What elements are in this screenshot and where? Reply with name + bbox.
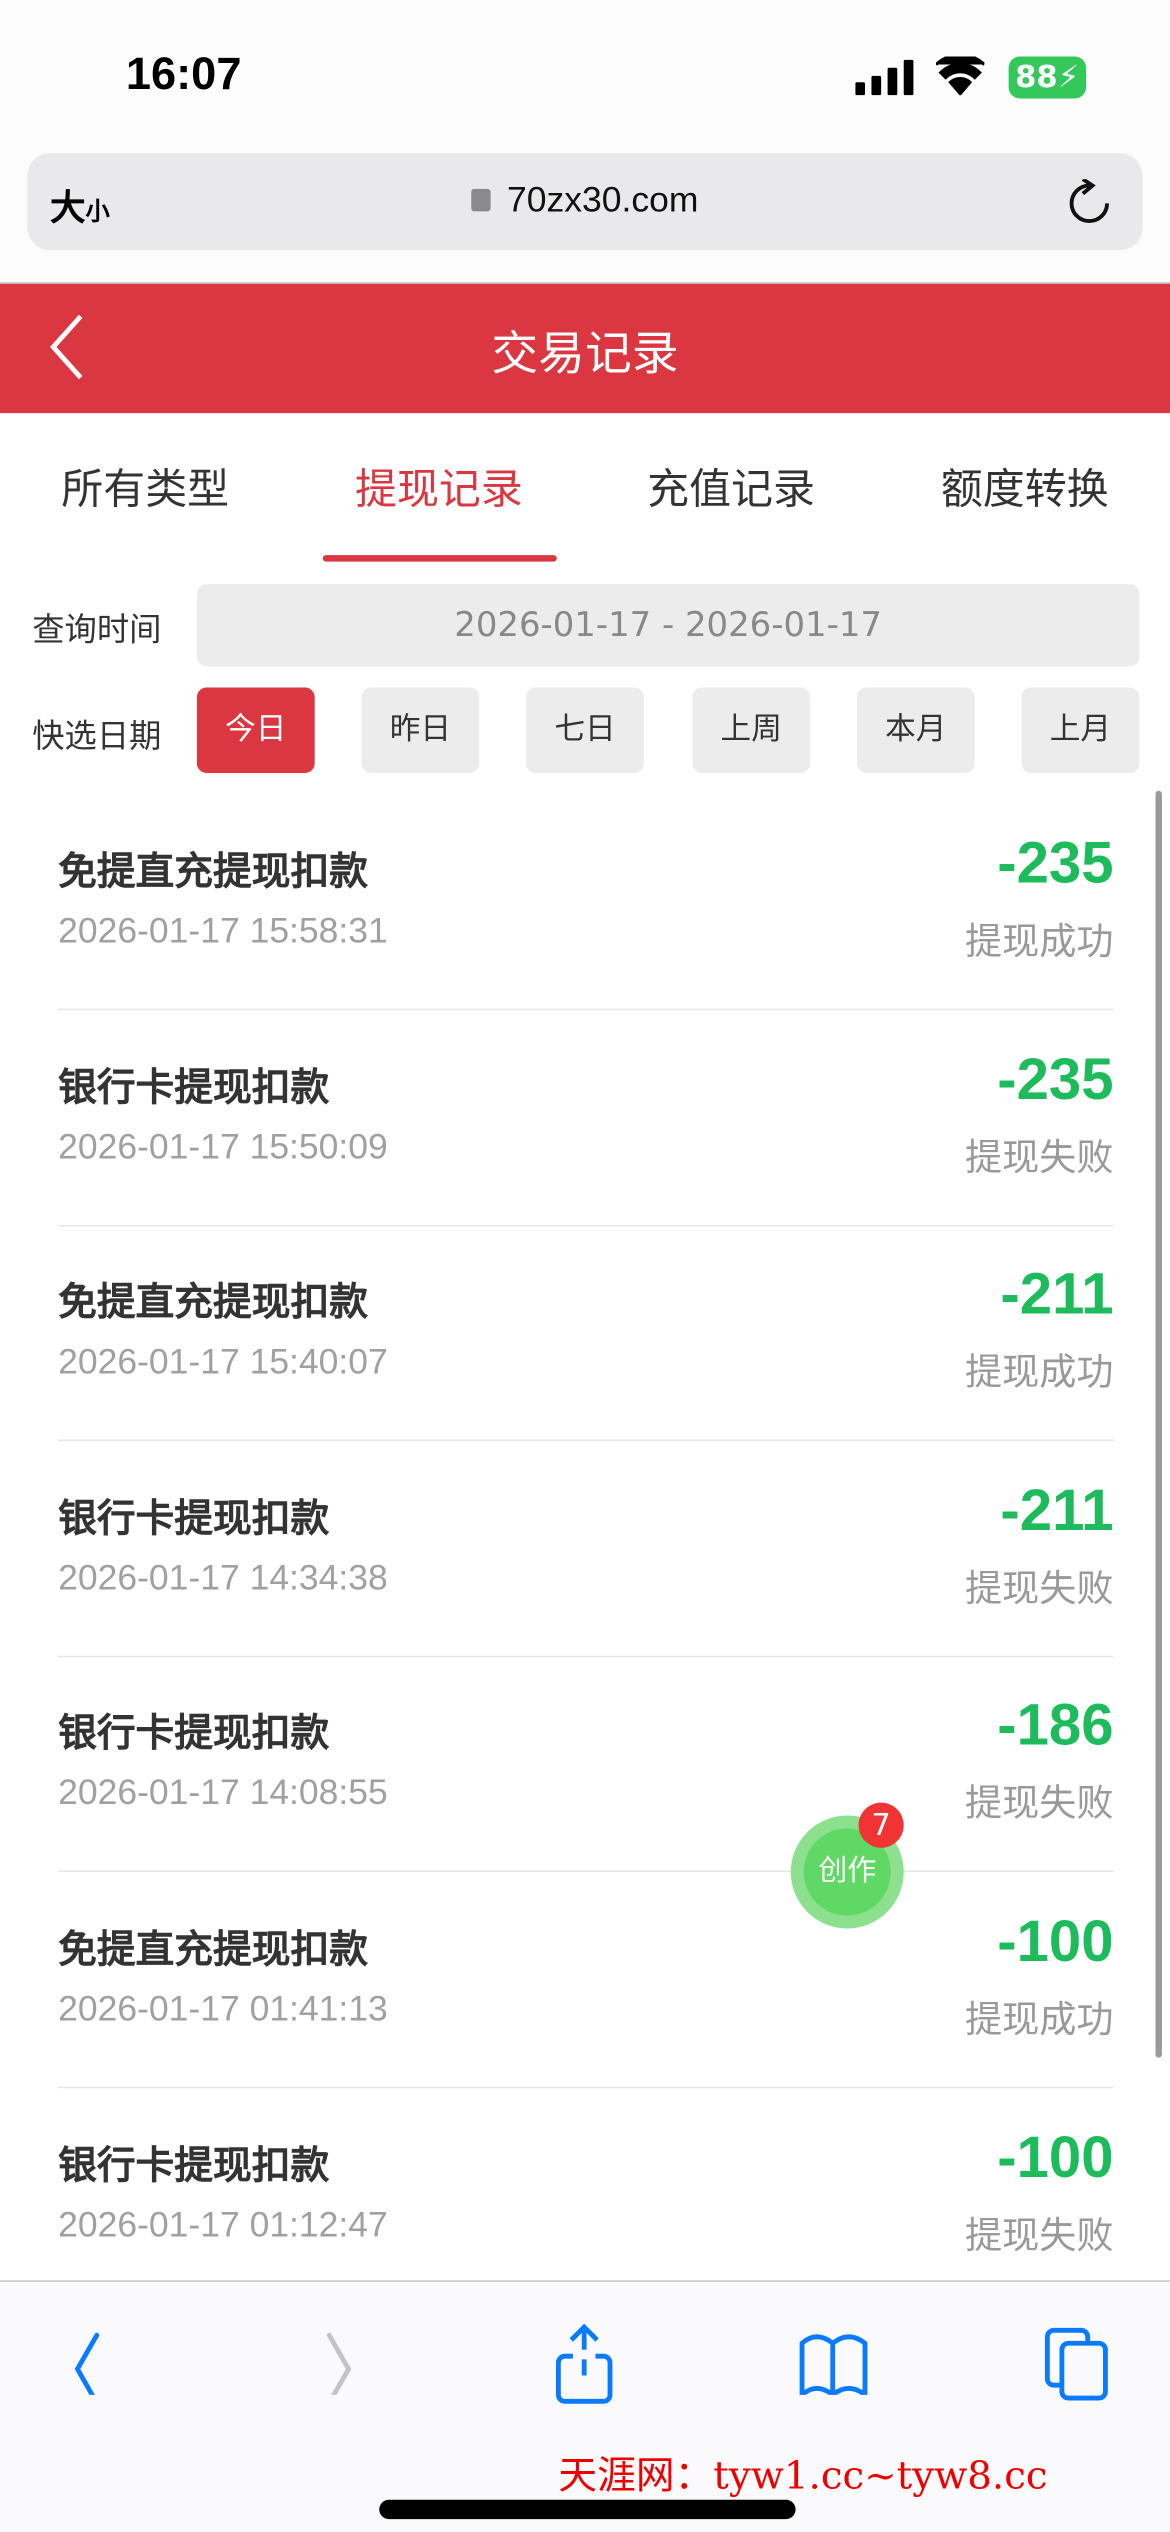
record-title: 免提直充提现扣款 — [58, 1280, 368, 1326]
address-bar[interactable]: 大小 70zx30.com — [27, 153, 1143, 251]
url-value: 70zx30.com — [507, 179, 699, 220]
record-row[interactable]: 免提直充提现扣款 2026-01-17 01:41:13 -100 提现成功 — [58, 1872, 1114, 2089]
record-row[interactable]: 银行卡提现扣款 2026-01-17 14:08:55 -186 提现失败 — [58, 1656, 1114, 1873]
quick-this-month-button[interactable]: 本月 — [856, 687, 975, 774]
active-tab-indicator — [322, 555, 557, 562]
record-title: 免提直充提现扣款 — [58, 1926, 368, 1973]
wifi-icon — [936, 56, 985, 96]
tab-withdrawals[interactable]: 提现记录 — [355, 466, 523, 515]
record-time: 2026-01-17 15:40:07 — [58, 1341, 388, 1382]
record-time: 2026-01-17 14:08:55 — [58, 1772, 388, 1813]
page-title: 交易记录 — [491, 325, 679, 381]
tab-transfers[interactable]: 额度转换 — [940, 466, 1109, 515]
record-amount: -211 — [1000, 1476, 1114, 1543]
record-time: 2026-01-17 01:41:13 — [58, 1988, 388, 2029]
browser-toolbar: 天涯网：tyw1.cc~tyw8.cc — [0, 2280, 1170, 2532]
record-title: 银行卡提现扣款 — [58, 2142, 330, 2188]
record-status: 提现成功 — [965, 921, 1114, 964]
record-title: 免提直充提现扣款 — [58, 848, 368, 895]
battery-level: 88 — [1015, 59, 1058, 96]
signal-icon — [855, 59, 914, 96]
query-time-label: 查询时间 — [32, 610, 162, 649]
lock-icon — [471, 188, 491, 212]
share-icon[interactable] — [554, 2323, 619, 2405]
quick-7days-button[interactable]: 七日 — [526, 687, 644, 774]
url-text[interactable]: 70zx30.com — [27, 179, 1142, 221]
record-title: 银行卡提现扣款 — [58, 1711, 330, 1757]
record-row[interactable]: 银行卡提现扣款 2026-01-17 14:34:38 -211 提现失败 — [58, 1441, 1114, 1658]
bookmarks-icon[interactable] — [797, 2330, 871, 2395]
quick-today-button[interactable]: 今日 — [196, 687, 315, 774]
tab-deposits[interactable]: 充值记录 — [647, 466, 815, 515]
record-row[interactable]: 银行卡提现扣款 2026-01-17 15:50:09 -235 提现失败 — [58, 1010, 1114, 1226]
battery-icon: 88⚡ — [1008, 56, 1087, 99]
quick-date-label: 快选日期 — [32, 716, 162, 756]
date-range-input[interactable]: 2026-01-17 - 2026-01-17 — [196, 584, 1140, 667]
record-amount: -211 — [1000, 1260, 1114, 1327]
quick-yesterday-button[interactable]: 昨日 — [361, 687, 480, 774]
record-status: 提现失败 — [965, 1783, 1114, 1826]
record-amount: -100 — [997, 1907, 1114, 1974]
record-amount: -235 — [997, 829, 1114, 896]
record-title: 银行卡提现扣款 — [58, 1064, 330, 1110]
page-header: 交易记录 — [0, 282, 1170, 414]
record-status: 提现失败 — [965, 1137, 1114, 1180]
back-icon[interactable] — [45, 313, 87, 381]
record-row[interactable]: 免提直充提现扣款 2026-01-17 15:40:07 -211 提现成功 — [58, 1225, 1114, 1442]
record-time: 2026-01-17 15:58:31 — [58, 910, 388, 951]
home-indicator — [379, 2499, 796, 2520]
tab-all-types[interactable]: 所有类型 — [61, 466, 230, 515]
status-bar: 16:07 88⚡ — [0, 0, 1170, 154]
text-size-small: 小 — [85, 196, 110, 226]
record-title: 银行卡提现扣款 — [58, 1495, 330, 1541]
record-row[interactable]: 免提直充提现扣款 2026-01-17 15:58:31 -235 提现成功 — [58, 794, 1114, 1011]
scrollbar[interactable] — [1155, 790, 1162, 2058]
text-size-button[interactable]: 大小 — [50, 179, 110, 231]
record-status: 提现失败 — [965, 2215, 1114, 2258]
record-status: 提现成功 — [965, 1352, 1114, 1395]
record-time: 2026-01-17 14:34:38 — [58, 1556, 388, 1598]
quick-last-week-button[interactable]: 上周 — [692, 687, 811, 774]
watermark: 天涯网：tyw1.cc~tyw8.cc — [558, 2452, 1048, 2499]
record-status: 提现成功 — [965, 1999, 1114, 2042]
record-row[interactable]: 银行卡提现扣款 2026-01-17 01:12:47 -100 提现失败 — [58, 2088, 1113, 2304]
record-amount: -100 — [997, 2123, 1114, 2190]
quick-last-month-button[interactable]: 上月 — [1021, 687, 1140, 774]
record-amount: -235 — [997, 1045, 1114, 1112]
record-time: 2026-01-17 01:12:47 — [58, 2203, 388, 2245]
record-status: 提现失败 — [965, 1568, 1114, 1611]
record-time: 2026-01-17 15:50:09 — [58, 1125, 388, 1167]
tabs-icon[interactable] — [1044, 2327, 1109, 2401]
record-amount: -186 — [997, 1691, 1114, 1759]
browser-back-icon[interactable] — [55, 2330, 120, 2395]
reload-icon[interactable] — [1065, 179, 1113, 227]
clock: 16:07 — [125, 48, 242, 99]
notification-badge: 7 — [858, 1802, 904, 1848]
browser-forward-icon[interactable] — [310, 2330, 375, 2395]
text-size-large: 大 — [50, 188, 86, 230]
